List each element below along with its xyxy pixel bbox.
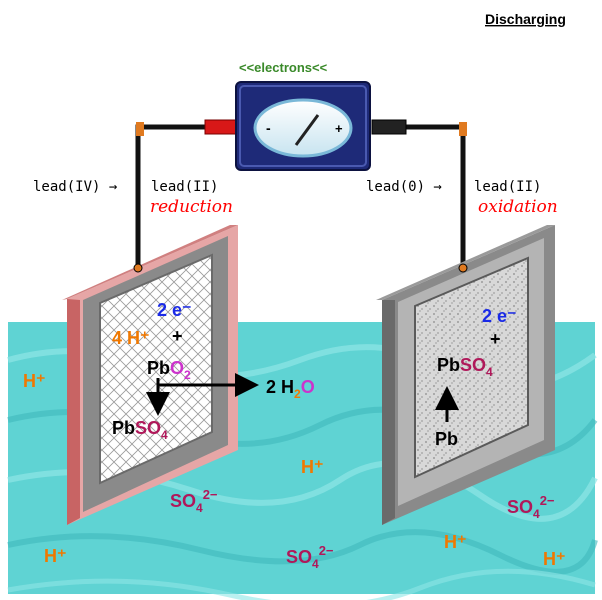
sulfate-ion: SO42− bbox=[507, 493, 555, 521]
right-plus-sign: + bbox=[490, 329, 501, 349]
right-oxidation-state-to: lead(II) bbox=[474, 179, 541, 195]
right-electrode-pb bbox=[376, 225, 555, 525]
right-oxidation-state-from: lead(0) → bbox=[366, 179, 442, 195]
left-water-product: 2 H2O bbox=[266, 377, 315, 401]
solution-ions: H⁺ H⁺ H⁺ H⁺ H⁺ SO42− SO42− SO42− bbox=[23, 371, 566, 571]
galvanometer: <<electrons<< - + bbox=[235, 60, 371, 171]
reduction-label: reduction bbox=[150, 197, 233, 217]
left-protons: 4 H⁺ bbox=[112, 328, 150, 348]
meter-minus-sign: - bbox=[266, 120, 271, 136]
electron-flow-label: <<electrons<< bbox=[239, 60, 328, 75]
right-electrons: 2 e⁻ bbox=[482, 306, 517, 326]
oxidation-label: oxidation bbox=[478, 197, 558, 217]
left-oxidation-state-from: lead(IV) → bbox=[33, 179, 117, 195]
h-ion: H⁺ bbox=[44, 546, 67, 566]
h-ion: H⁺ bbox=[543, 549, 566, 569]
h-ion: H⁺ bbox=[23, 371, 46, 391]
meter-plus-sign: + bbox=[335, 121, 343, 136]
left-product: PbSO4 bbox=[112, 418, 168, 442]
sulfate-ion: SO42− bbox=[170, 487, 218, 515]
h-ion: H⁺ bbox=[301, 457, 324, 477]
mode-label: Discharging bbox=[485, 11, 566, 27]
sulfate-ion: SO42− bbox=[286, 543, 334, 571]
meter-dial bbox=[253, 98, 353, 158]
left-electrons: 2 e⁻ bbox=[157, 300, 192, 320]
left-reactant: PbO2 bbox=[147, 358, 191, 382]
left-plus-sign: + bbox=[172, 326, 183, 346]
left-oxidation-state-to: lead(II) bbox=[151, 179, 218, 195]
h-ion: H⁺ bbox=[444, 532, 467, 552]
right-reactant: Pb bbox=[435, 429, 458, 449]
meter-needle bbox=[294, 114, 320, 146]
right-product: PbSO4 bbox=[437, 355, 493, 379]
left-electrode-pbo2 bbox=[62, 225, 238, 525]
